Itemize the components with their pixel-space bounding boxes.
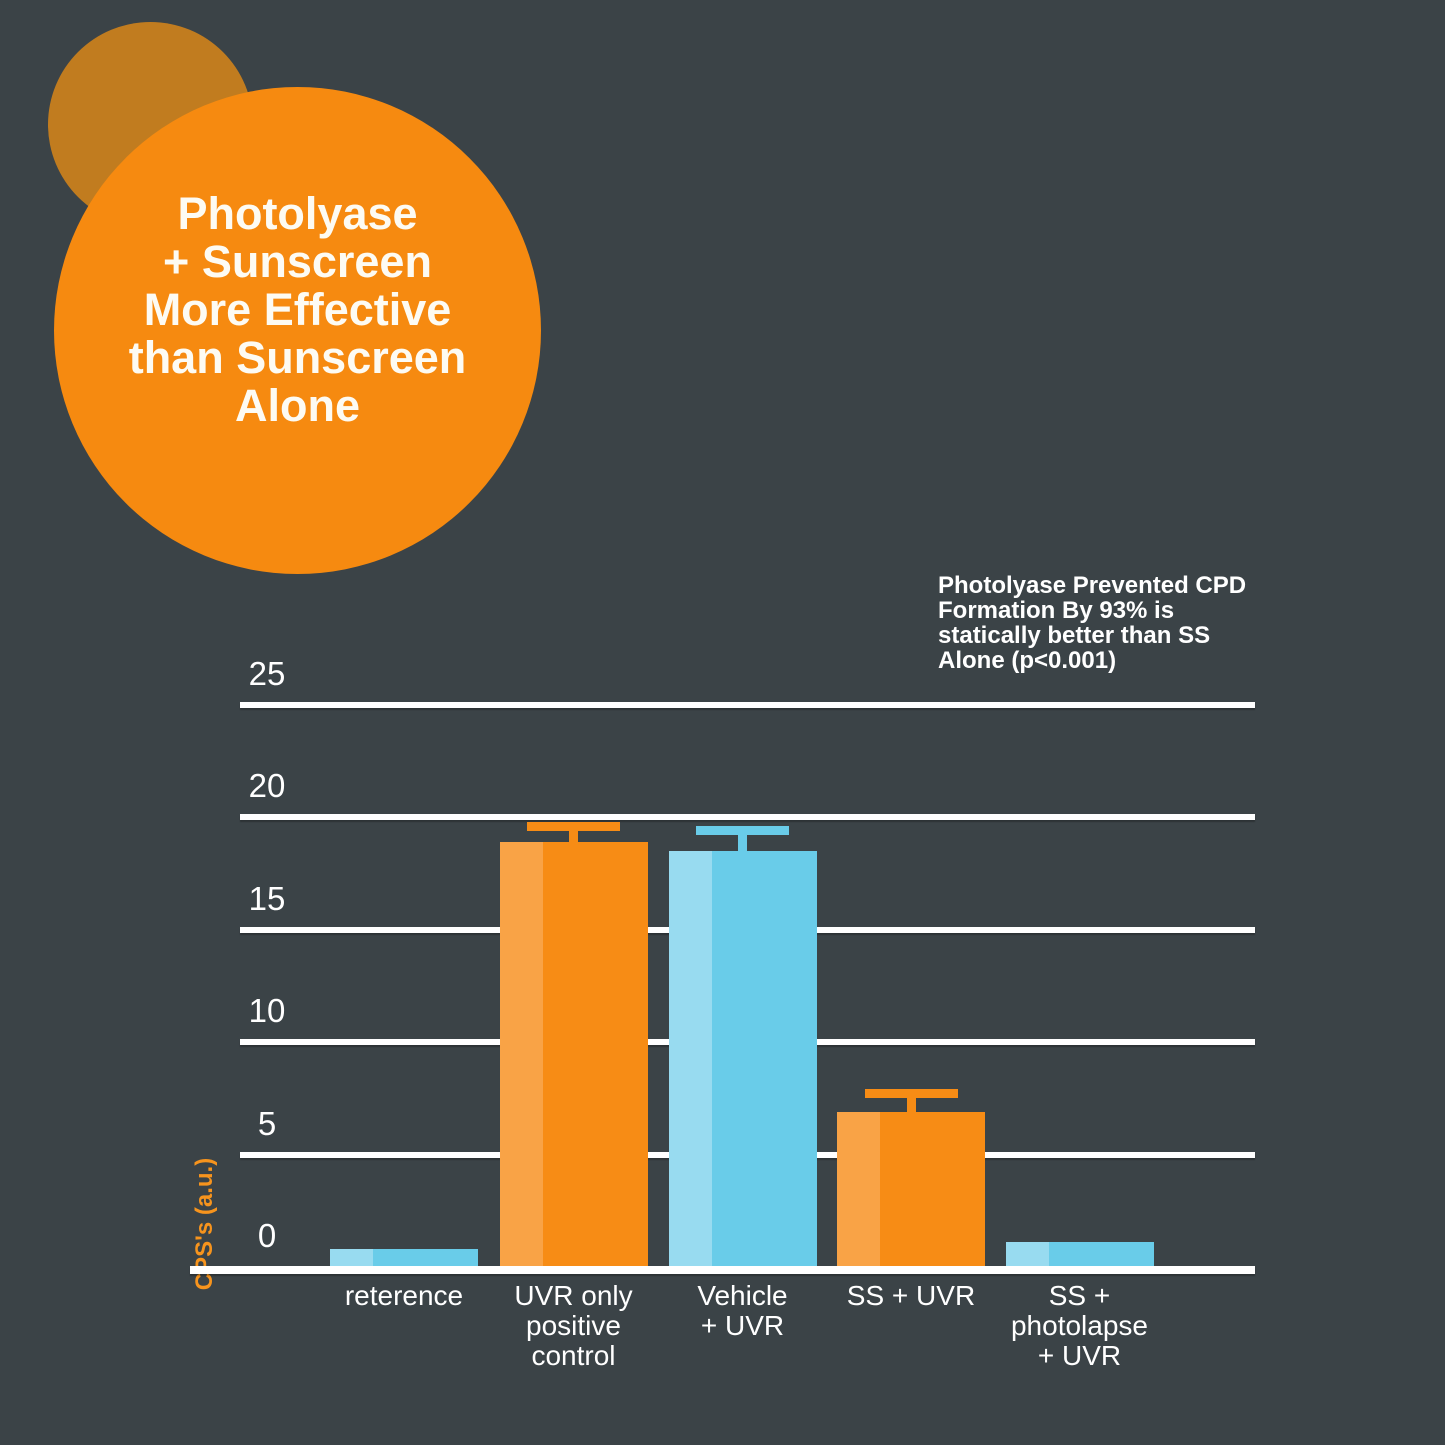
- x-axis-label: SS + UVR: [846, 1280, 976, 1311]
- x-axis-line: [190, 1266, 1255, 1274]
- title-text: Photolyase + Sunscreen More Effective th…: [128, 187, 467, 431]
- y-tick-label: 20: [248, 767, 286, 805]
- x-axis-label: reterence: [344, 1280, 464, 1311]
- annotation-text: Photolyase Prevented CPD Formation By 93…: [938, 572, 1247, 674]
- y-tick-label: 0: [257, 1217, 277, 1254]
- bar: [837, 1111, 985, 1267]
- x-axis-label: SS + photolapse + UVR: [1010, 1280, 1148, 1371]
- x-axis-label: UVR only positive control: [514, 1280, 633, 1371]
- y-tick-label: 5: [257, 1104, 277, 1142]
- error-bar-stem: [569, 826, 578, 847]
- title-bubble: Photolyase + Sunscreen More Effective th…: [54, 87, 541, 574]
- x-axis-label: Vehicle + UVR: [697, 1280, 788, 1341]
- y-tick-label: 15: [248, 879, 286, 917]
- error-bar-stem: [738, 830, 747, 856]
- error-bar-stem: [906, 1093, 916, 1116]
- bar: [330, 1249, 478, 1267]
- error-bar-cap: [864, 1089, 958, 1099]
- gridline: [240, 702, 1255, 708]
- bar: [668, 851, 817, 1267]
- bar: [499, 842, 648, 1267]
- error-bar-cap: [696, 826, 789, 836]
- gridline: [240, 814, 1255, 821]
- error-bar-cap: [527, 821, 620, 831]
- y-tick-label: 10: [248, 992, 286, 1030]
- y-tick-label: 25: [248, 655, 286, 692]
- bar: [1005, 1242, 1154, 1267]
